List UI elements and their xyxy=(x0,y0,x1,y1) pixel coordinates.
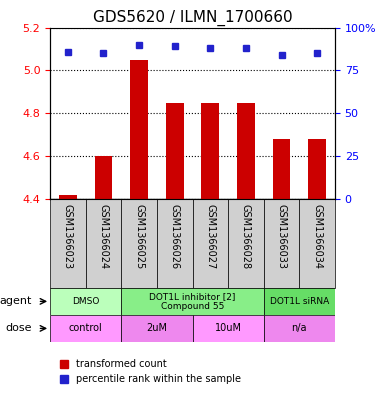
Bar xyxy=(130,60,148,200)
Bar xyxy=(308,139,326,200)
FancyBboxPatch shape xyxy=(121,288,264,315)
FancyBboxPatch shape xyxy=(264,199,300,288)
Text: control: control xyxy=(69,323,102,333)
Text: GSM1366024: GSM1366024 xyxy=(99,204,109,269)
Text: GSM1366023: GSM1366023 xyxy=(63,204,73,269)
Text: GSM1366025: GSM1366025 xyxy=(134,204,144,269)
Text: agent: agent xyxy=(0,296,32,307)
Bar xyxy=(95,156,112,200)
FancyBboxPatch shape xyxy=(300,199,335,288)
Text: DMSO: DMSO xyxy=(72,297,99,306)
FancyBboxPatch shape xyxy=(264,288,335,315)
FancyBboxPatch shape xyxy=(50,315,121,342)
FancyBboxPatch shape xyxy=(192,315,264,342)
Text: DOT1L inhibitor [2]
Compound 55: DOT1L inhibitor [2] Compound 55 xyxy=(149,292,236,311)
FancyBboxPatch shape xyxy=(121,315,192,342)
FancyBboxPatch shape xyxy=(192,199,228,288)
Text: n/a: n/a xyxy=(291,323,307,333)
FancyBboxPatch shape xyxy=(157,199,192,288)
Text: DOT1L siRNA: DOT1L siRNA xyxy=(270,297,329,306)
Bar xyxy=(166,103,184,200)
FancyBboxPatch shape xyxy=(85,199,121,288)
Text: dose: dose xyxy=(6,323,32,333)
Title: GDS5620 / ILMN_1700660: GDS5620 / ILMN_1700660 xyxy=(93,10,292,26)
Bar xyxy=(273,139,290,200)
FancyBboxPatch shape xyxy=(50,288,121,315)
Text: 10uM: 10uM xyxy=(214,323,242,333)
FancyBboxPatch shape xyxy=(228,199,264,288)
Bar xyxy=(237,103,255,200)
Text: 2uM: 2uM xyxy=(146,323,167,333)
Bar xyxy=(59,195,77,200)
FancyBboxPatch shape xyxy=(264,315,335,342)
Text: GSM1366028: GSM1366028 xyxy=(241,204,251,269)
Text: GSM1366034: GSM1366034 xyxy=(312,204,322,269)
Text: GSM1366027: GSM1366027 xyxy=(205,204,215,269)
Legend: transformed count, percentile rank within the sample: transformed count, percentile rank withi… xyxy=(55,356,245,388)
Text: GSM1366026: GSM1366026 xyxy=(170,204,180,269)
FancyBboxPatch shape xyxy=(50,199,85,288)
Bar xyxy=(201,103,219,200)
Text: GSM1366033: GSM1366033 xyxy=(276,204,286,269)
FancyBboxPatch shape xyxy=(121,199,157,288)
